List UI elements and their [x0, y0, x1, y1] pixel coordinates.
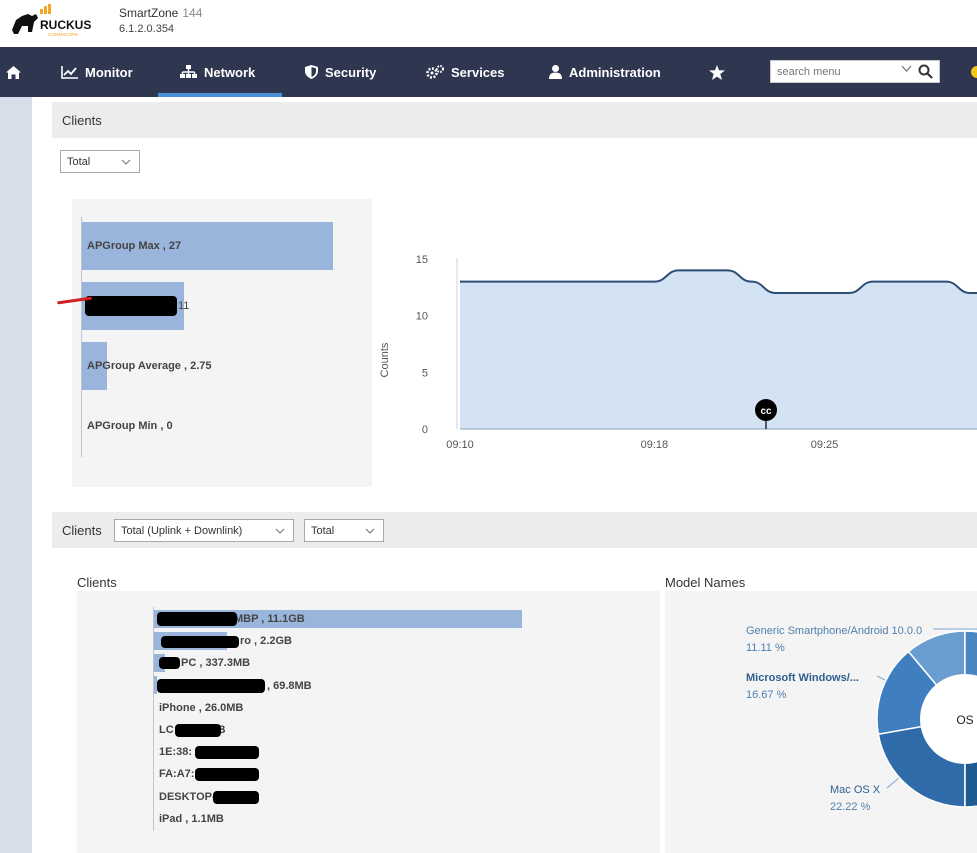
- build-number: 144: [182, 6, 203, 20]
- redaction-mark: [85, 296, 177, 316]
- chart-axis: [153, 607, 154, 831]
- nav-monitor[interactable]: Monitor: [61, 47, 133, 97]
- search-menu[interactable]: [770, 60, 940, 83]
- redaction-mark: [213, 791, 259, 804]
- x-tick-label: 09:10: [446, 439, 474, 451]
- chevron-down-icon[interactable]: [901, 65, 912, 73]
- ruckus-logo: RUCKUS COMMSCOPE: [12, 4, 91, 37]
- redaction-mark: [159, 657, 180, 669]
- nav-administration-label: Administration: [569, 64, 661, 80]
- bar-client-1[interactable]: [154, 610, 522, 628]
- bar-label-client-3: PC , 337.3MB: [181, 657, 251, 669]
- bar-label-client-5: iPhone , 26.0MB: [159, 702, 244, 714]
- bar-label-apgroup-max: APGroup Max , 27: [87, 240, 182, 252]
- legend-android-label: Generic Smartphone/Android 10.0.0: [746, 625, 923, 637]
- bar-label-client-2: ro , 2.2GB: [240, 635, 292, 647]
- main-nav: Monitor Network Security Services Ad: [0, 47, 977, 97]
- nav-security-label: Security: [325, 64, 377, 80]
- redaction-mark: [195, 768, 259, 781]
- traffic-total-value: Total: [311, 525, 335, 537]
- donut-center-label: OS: [956, 713, 973, 727]
- y-axis-label: Counts: [379, 342, 391, 377]
- bar-apgroup-max[interactable]: [82, 222, 333, 270]
- model-names-title: Model Names: [665, 575, 746, 590]
- clients-section-title: Clients: [62, 113, 102, 128]
- product-version: 6.1.2.0.354: [119, 23, 175, 35]
- notification-icon[interactable]: [971, 66, 977, 78]
- sitemap-icon: [180, 65, 197, 78]
- donut-hole: [920, 674, 977, 764]
- search-icon[interactable]: [918, 64, 933, 79]
- bar-label-client-1: MBP , 11.1GB: [234, 613, 305, 625]
- y-tick-label: 10: [416, 311, 428, 323]
- chevron-down-icon: [365, 528, 375, 534]
- legend-macos-percent: 22.22 %: [830, 801, 871, 813]
- logo-subtext: COMMSCOPE: [48, 32, 78, 37]
- x-tick-label: 09:25: [811, 439, 839, 451]
- redaction-mark: [175, 724, 221, 737]
- event-marker[interactable]: cc: [755, 399, 777, 429]
- leader-line: [886, 776, 901, 789]
- nav-services-label: Services: [451, 64, 505, 80]
- traffic-direction-value: Total (Uplink + Downlink): [121, 525, 243, 537]
- legend-macos-label: Mac OS X: [830, 784, 881, 796]
- bar-label-redacted-group: 11: [178, 300, 190, 312]
- left-sidebar-strip: [0, 97, 32, 853]
- gears-icon: [426, 65, 444, 79]
- bar-label-apgroup-average: APGroup Average , 2.75: [87, 360, 212, 372]
- traffic-section-title: Clients: [62, 523, 102, 538]
- favorites-button[interactable]: [709, 47, 732, 97]
- legend-windows-label: Microsoft Windows/...: [746, 672, 859, 684]
- redaction-mark: [161, 636, 239, 648]
- ap-group-bar-chart: APGroup Max , 27 11 APGroup Average , 2.…: [56, 199, 372, 487]
- chart-axis: [81, 217, 82, 457]
- traffic-total-select[interactable]: Total: [304, 519, 384, 542]
- area-fill: [460, 270, 977, 429]
- clients-filter-select[interactable]: Total: [60, 150, 140, 173]
- legend-android-percent: 11.11 %: [746, 642, 785, 654]
- x-tick-label: 09:18: [641, 439, 669, 451]
- model-names-donut-chart: Generic Smartphone/Android 10.0.0 11.11 …: [665, 591, 977, 853]
- nav-administration[interactable]: Administration: [549, 47, 661, 97]
- redaction-mark: [157, 612, 237, 626]
- donut-svg: OS: [876, 628, 977, 808]
- nav-monitor-label: Monitor: [85, 64, 133, 80]
- bar-apgroup-average[interactable]: [82, 342, 107, 390]
- legend-windows-percent: 16.67 %: [746, 689, 787, 701]
- user-icon: [549, 65, 562, 79]
- traffic-direction-select[interactable]: Total (Uplink + Downlink): [114, 519, 294, 542]
- clients-traffic-bar-chart: MBP , 11.1GB ro , 2.2GB PC , 337.3MB , 6…: [77, 591, 660, 853]
- home-icon: [6, 65, 21, 79]
- chevron-down-icon: [275, 528, 285, 534]
- clients-chart-title: Clients: [77, 575, 117, 590]
- y-tick-label: 0: [422, 424, 428, 436]
- clients-filter-value: Total: [67, 156, 91, 168]
- y-tick-label: 15: [416, 254, 428, 266]
- chart-line-icon: [61, 65, 78, 79]
- bar-label-apgroup-min: APGroup Min , 0: [87, 420, 173, 432]
- nav-services[interactable]: Services: [426, 47, 505, 97]
- nav-network-label: Network: [204, 64, 256, 80]
- redaction-mark: [157, 679, 265, 693]
- logo-text: RUCKUS: [40, 18, 91, 32]
- nav-security[interactable]: Security: [305, 47, 376, 97]
- y-tick-label: 5: [422, 367, 428, 379]
- shield-icon: [305, 65, 318, 79]
- bar-label-client-10: iPad , 1.1MB: [159, 813, 224, 825]
- clients-section-header: Clients: [52, 102, 977, 138]
- chevron-down-icon: [121, 159, 131, 165]
- bar-label-client-4: , 69.8MB: [267, 680, 312, 692]
- series-line[interactable]: [459, 269, 977, 294]
- event-marker-label: cc: [760, 406, 772, 417]
- redaction-mark: [195, 746, 259, 759]
- search-menu-input[interactable]: [771, 61, 891, 82]
- nav-network[interactable]: Network: [158, 47, 282, 97]
- brand-bar: RUCKUS COMMSCOPE SmartZone 144 6.1.2.0.35…: [0, 0, 977, 47]
- product-name: SmartZone 144: [119, 6, 203, 20]
- home-button[interactable]: [6, 47, 28, 97]
- star-icon: [709, 64, 725, 80]
- bar-client-4[interactable]: [154, 676, 157, 694]
